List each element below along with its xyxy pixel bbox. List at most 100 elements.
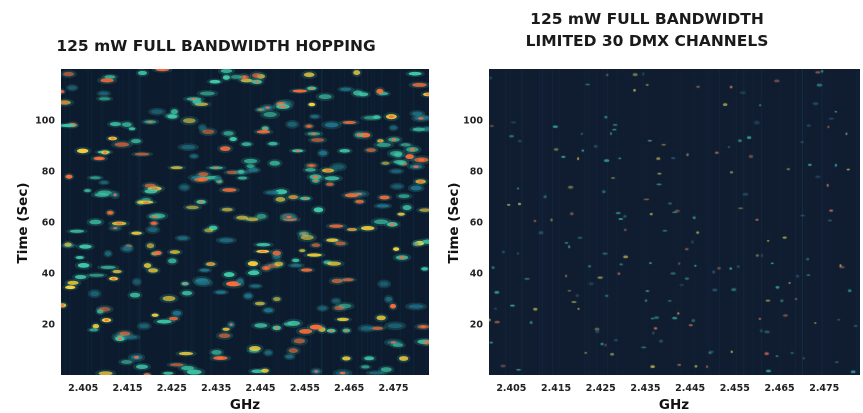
signal-blob bbox=[273, 195, 288, 204]
signal-blob bbox=[131, 277, 142, 287]
y-tick-label: 40 bbox=[42, 269, 56, 280]
signal-blob bbox=[656, 171, 663, 176]
signal-blob bbox=[542, 194, 548, 200]
signal-blob bbox=[170, 308, 184, 318]
signal-blob bbox=[105, 208, 116, 217]
signal-blob bbox=[414, 323, 429, 331]
signal-blob bbox=[288, 88, 311, 94]
signal-blob bbox=[403, 145, 422, 155]
signal-blob bbox=[249, 71, 264, 80]
signal-blob bbox=[576, 307, 581, 311]
signal-blob bbox=[766, 239, 770, 243]
signal-blob bbox=[403, 152, 416, 162]
signal-blob bbox=[287, 262, 305, 269]
signal-blob bbox=[239, 140, 255, 148]
signal-blob bbox=[290, 257, 302, 264]
signal-blob bbox=[76, 242, 95, 251]
signal-blob bbox=[728, 266, 733, 271]
signal-blob bbox=[611, 128, 618, 132]
signal-blob bbox=[651, 330, 655, 336]
signal-blob bbox=[510, 120, 517, 124]
signal-blob bbox=[611, 123, 619, 127]
channel-line bbox=[189, 69, 191, 375]
signal-blob bbox=[760, 253, 764, 258]
signal-blob bbox=[365, 370, 388, 375]
signal-blob bbox=[136, 321, 152, 331]
signal-blob bbox=[781, 235, 788, 240]
channel-line bbox=[680, 69, 682, 375]
signal-blob bbox=[805, 256, 810, 262]
signal-blob bbox=[254, 106, 267, 113]
signal-blob bbox=[631, 72, 639, 78]
signal-blob bbox=[602, 158, 611, 163]
signal-blob bbox=[410, 114, 429, 123]
signal-blob bbox=[206, 78, 224, 85]
channel-line bbox=[366, 69, 368, 375]
signal-blob bbox=[253, 128, 274, 135]
channel-line bbox=[138, 69, 140, 375]
signal-blob bbox=[297, 247, 307, 254]
signal-blob bbox=[421, 125, 429, 133]
signal-blob bbox=[649, 316, 656, 321]
signal-blob bbox=[800, 140, 805, 144]
signal-blob bbox=[316, 304, 330, 312]
channel-line bbox=[857, 69, 859, 375]
signal-blob bbox=[329, 162, 347, 172]
channel-line bbox=[826, 69, 828, 375]
signal-blob bbox=[146, 212, 164, 221]
signal-blob bbox=[318, 166, 338, 175]
signal-blob bbox=[588, 281, 595, 286]
x-tick-label: 2.405 bbox=[68, 383, 98, 394]
x-tick-label: 2.425 bbox=[586, 383, 616, 394]
signal-blob bbox=[770, 261, 775, 265]
signal-blob bbox=[323, 236, 342, 244]
signal-blob bbox=[730, 349, 734, 355]
signal-blob bbox=[112, 334, 127, 344]
signal-blob bbox=[295, 327, 316, 336]
signal-blob bbox=[341, 191, 362, 200]
signal-blob bbox=[340, 326, 353, 335]
signal-blob bbox=[736, 264, 741, 269]
signal-blob bbox=[262, 189, 282, 196]
signal-blob bbox=[227, 135, 239, 143]
channel-line bbox=[761, 69, 762, 375]
signal-blob bbox=[285, 119, 300, 129]
signal-blob bbox=[119, 120, 135, 129]
signal-blob bbox=[687, 323, 694, 328]
signal-blob bbox=[813, 321, 818, 325]
signal-blob bbox=[418, 237, 429, 246]
signal-blob bbox=[303, 162, 319, 170]
signal-blob bbox=[753, 120, 761, 126]
signal-blob bbox=[311, 205, 326, 215]
signal-blob bbox=[288, 147, 307, 154]
signal-blob bbox=[212, 174, 223, 183]
signal-blob bbox=[690, 239, 695, 245]
signal-blob bbox=[670, 156, 677, 160]
channel-line bbox=[356, 69, 358, 375]
signal-blob bbox=[351, 69, 362, 78]
channel-line bbox=[513, 69, 515, 375]
signal-blob bbox=[386, 148, 406, 159]
signal-blob bbox=[220, 129, 237, 138]
signal-blob bbox=[377, 279, 392, 289]
signal-blob bbox=[642, 197, 651, 201]
signal-blob bbox=[844, 131, 849, 137]
signal-blob bbox=[493, 289, 501, 295]
signal-blob bbox=[795, 274, 800, 279]
signal-blob bbox=[165, 112, 180, 121]
signal-blob bbox=[807, 162, 813, 167]
signal-blob bbox=[159, 293, 179, 304]
signal-blob bbox=[396, 354, 411, 363]
signal-blob bbox=[252, 300, 268, 307]
signal-blob bbox=[648, 211, 654, 217]
channel-line bbox=[339, 69, 341, 375]
signal-blob bbox=[182, 204, 202, 211]
signal-blob bbox=[166, 361, 187, 368]
signal-blob bbox=[99, 316, 114, 324]
signal-blob bbox=[87, 327, 101, 333]
channel-line bbox=[303, 69, 305, 375]
signal-blob bbox=[594, 329, 600, 334]
signal-blob bbox=[610, 176, 616, 180]
signal-blob bbox=[339, 119, 360, 126]
channel-line bbox=[224, 69, 226, 375]
